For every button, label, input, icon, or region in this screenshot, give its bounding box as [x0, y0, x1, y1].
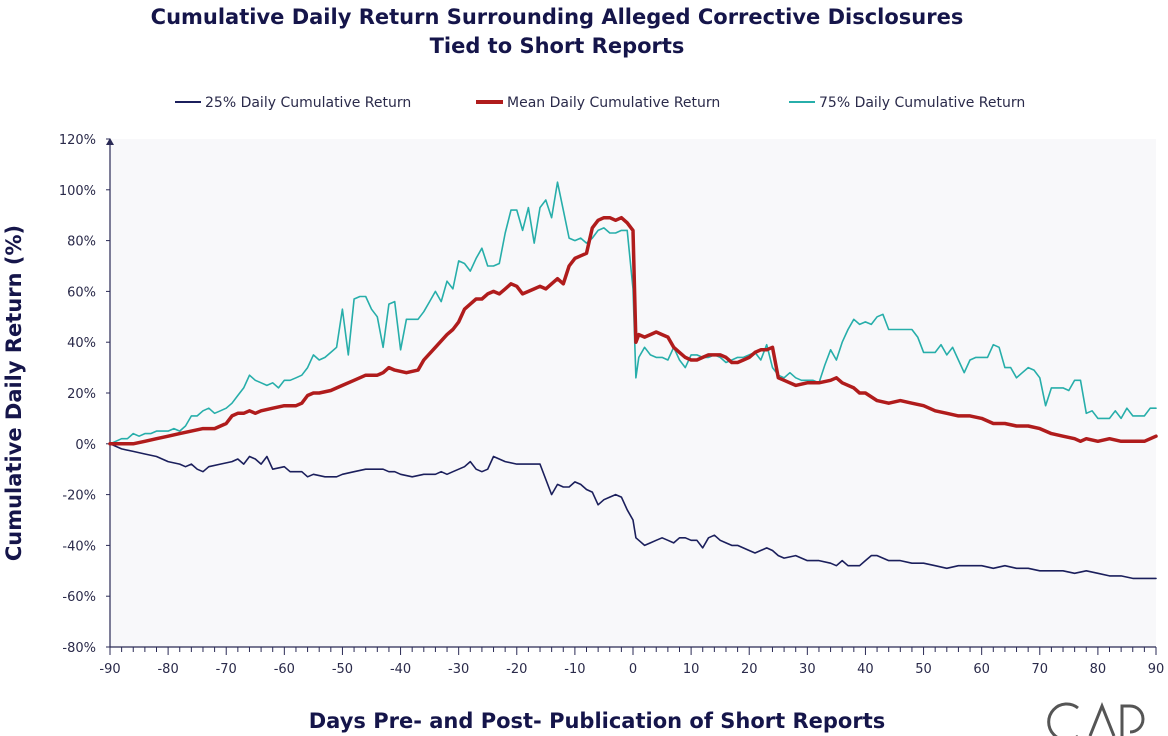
y-axis-arrow [106, 138, 114, 145]
y-tick-label: -20% [62, 489, 96, 504]
x-tick-label: 50 [915, 662, 932, 677]
y-tick-label: -40% [62, 539, 96, 554]
x-tick-label: 60 [973, 662, 990, 677]
x-tick-label: -60 [274, 662, 295, 677]
x-tick-label: 20 [741, 662, 758, 677]
x-tick-label: -20 [506, 662, 527, 677]
series-line-25 [109, 443, 1157, 580]
y-tick-label: -60% [62, 590, 96, 605]
x-tick-label: 80 [1090, 662, 1107, 677]
x-tick-label: 10 [683, 662, 700, 677]
x-tick-label: -40 [390, 662, 411, 677]
y-tick-label: 80% [67, 235, 96, 250]
y-tick-label: 0% [75, 438, 96, 453]
ticks [106, 138, 1157, 655]
x-tick-label: 0 [629, 662, 637, 677]
series-group [108, 181, 1158, 580]
legend: 25% Daily Cumulative Return Mean Daily C… [175, 95, 1025, 111]
y-tick-label: 120% [59, 133, 96, 148]
plot-area [110, 139, 1156, 647]
legend-label-mean: Mean Daily Cumulative Return [507, 95, 720, 111]
x-tick-label: -10 [564, 662, 585, 677]
x-tick-label: 70 [1032, 662, 1049, 677]
legend-label-25: 25% Daily Cumulative Return [205, 95, 411, 111]
x-tick-label: -80 [157, 662, 178, 677]
x-tick-label: 90 [1148, 662, 1165, 677]
y-axis-title: Cumulative Daily Return (%) [2, 225, 26, 561]
chart-title-line-1: Cumulative Daily Return Surrounding Alle… [151, 5, 964, 29]
x-tick-label: 40 [857, 662, 874, 677]
x-tick-label: -50 [332, 662, 353, 677]
y-tick-label: 20% [67, 387, 96, 402]
y-tick-label: -80% [62, 641, 96, 656]
x-tick-label: -90 [99, 662, 120, 677]
x-tick-label: 30 [799, 662, 816, 677]
series-line-mean [108, 215, 1158, 446]
y-tick-labels: -80% -60% -40% -20% 0% 20% 40% 60% 80% 100% 120% [59, 133, 96, 656]
chart-title-line-2: Tied to Short Reports [430, 34, 685, 58]
x-tick-label: -70 [216, 662, 237, 677]
cap-logo [1047, 701, 1145, 736]
y-tick-label: 60% [67, 285, 96, 300]
x-axis-title: Days Pre- and Post- Publication of Short… [309, 709, 886, 733]
x-tick-labels: -90 -80 -70 -60 -50 -40 -30 -20 -10 0 10 20 30 40 50 60… [99, 662, 1164, 677]
y-tick-label: 100% [59, 184, 96, 199]
x-tick-label: -30 [448, 662, 469, 677]
y-tick-label: 40% [67, 336, 96, 351]
legend-label-75: 75% Daily Cumulative Return [819, 95, 1025, 111]
